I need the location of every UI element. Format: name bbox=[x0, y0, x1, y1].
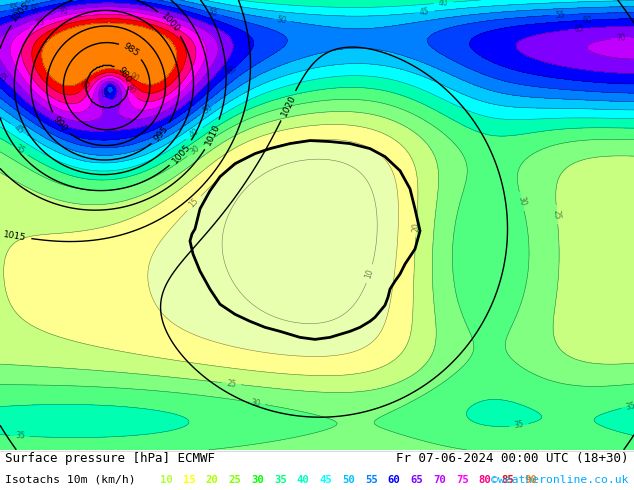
Text: 30: 30 bbox=[250, 398, 261, 408]
Text: 75: 75 bbox=[456, 475, 469, 485]
Text: 90: 90 bbox=[524, 475, 537, 485]
Text: 10: 10 bbox=[364, 268, 375, 280]
Text: 40: 40 bbox=[297, 475, 309, 485]
Text: 65: 65 bbox=[0, 71, 9, 84]
Text: 10: 10 bbox=[160, 475, 173, 485]
Text: 55: 55 bbox=[555, 10, 565, 20]
Text: 40: 40 bbox=[439, 0, 449, 8]
Text: 70: 70 bbox=[616, 33, 626, 43]
Text: 990: 990 bbox=[51, 114, 69, 133]
Text: 25: 25 bbox=[552, 209, 562, 220]
Text: 1015: 1015 bbox=[3, 230, 27, 242]
Text: 15: 15 bbox=[188, 196, 200, 210]
Text: 35: 35 bbox=[514, 420, 524, 430]
Text: 35: 35 bbox=[13, 144, 26, 156]
Text: 1010: 1010 bbox=[204, 122, 222, 147]
Text: 25: 25 bbox=[226, 379, 236, 389]
Text: 45: 45 bbox=[320, 475, 332, 485]
Text: 30: 30 bbox=[251, 475, 264, 485]
Text: 40: 40 bbox=[188, 127, 201, 140]
Text: 65: 65 bbox=[574, 24, 584, 34]
Text: 60: 60 bbox=[226, 63, 239, 76]
Text: 60: 60 bbox=[582, 16, 592, 25]
Text: 90: 90 bbox=[127, 72, 141, 84]
Text: 25: 25 bbox=[229, 475, 242, 485]
Text: 1005: 1005 bbox=[171, 142, 192, 165]
Text: 995: 995 bbox=[152, 124, 170, 143]
Text: Isotachs 10m (km/h): Isotachs 10m (km/h) bbox=[5, 475, 136, 485]
Text: 55: 55 bbox=[10, 3, 21, 14]
Text: 80: 80 bbox=[479, 475, 491, 485]
Text: 985: 985 bbox=[122, 42, 141, 59]
Text: 1000: 1000 bbox=[159, 12, 181, 35]
Text: 60: 60 bbox=[388, 475, 401, 485]
Text: 15: 15 bbox=[183, 475, 196, 485]
Text: 55: 55 bbox=[365, 475, 378, 485]
Text: 85: 85 bbox=[501, 475, 514, 485]
Text: 65: 65 bbox=[98, 88, 109, 99]
Text: Surface pressure [hPa] ECMWF: Surface pressure [hPa] ECMWF bbox=[5, 452, 215, 465]
Text: 45: 45 bbox=[419, 7, 430, 17]
Text: 85: 85 bbox=[81, 78, 94, 91]
Text: Fr 07-06-2024 00:00 UTC (18+30): Fr 07-06-2024 00:00 UTC (18+30) bbox=[396, 452, 629, 465]
Text: 30: 30 bbox=[189, 144, 202, 157]
Text: 20: 20 bbox=[411, 222, 421, 232]
Text: 35: 35 bbox=[625, 400, 634, 412]
Text: 1005: 1005 bbox=[10, 0, 32, 24]
Text: 30: 30 bbox=[516, 196, 527, 207]
Text: 1020: 1020 bbox=[279, 94, 297, 118]
Text: 80: 80 bbox=[124, 83, 137, 96]
Text: 50: 50 bbox=[342, 475, 355, 485]
Text: 65: 65 bbox=[411, 475, 424, 485]
Text: 50: 50 bbox=[276, 15, 287, 25]
Text: 35: 35 bbox=[15, 431, 25, 441]
Text: 980: 980 bbox=[115, 65, 133, 84]
Text: 75: 75 bbox=[34, 17, 46, 29]
Text: 70: 70 bbox=[58, 6, 69, 17]
Text: 45: 45 bbox=[13, 123, 25, 136]
Text: 70: 70 bbox=[433, 475, 446, 485]
Text: 20: 20 bbox=[206, 475, 219, 485]
Text: 35: 35 bbox=[274, 475, 287, 485]
Text: ©weatheronline.co.uk: ©weatheronline.co.uk bbox=[491, 475, 629, 485]
Text: 55: 55 bbox=[207, 7, 219, 19]
Text: 60: 60 bbox=[30, 3, 42, 14]
Text: 50: 50 bbox=[22, 0, 33, 6]
Text: 50: 50 bbox=[201, 102, 214, 116]
